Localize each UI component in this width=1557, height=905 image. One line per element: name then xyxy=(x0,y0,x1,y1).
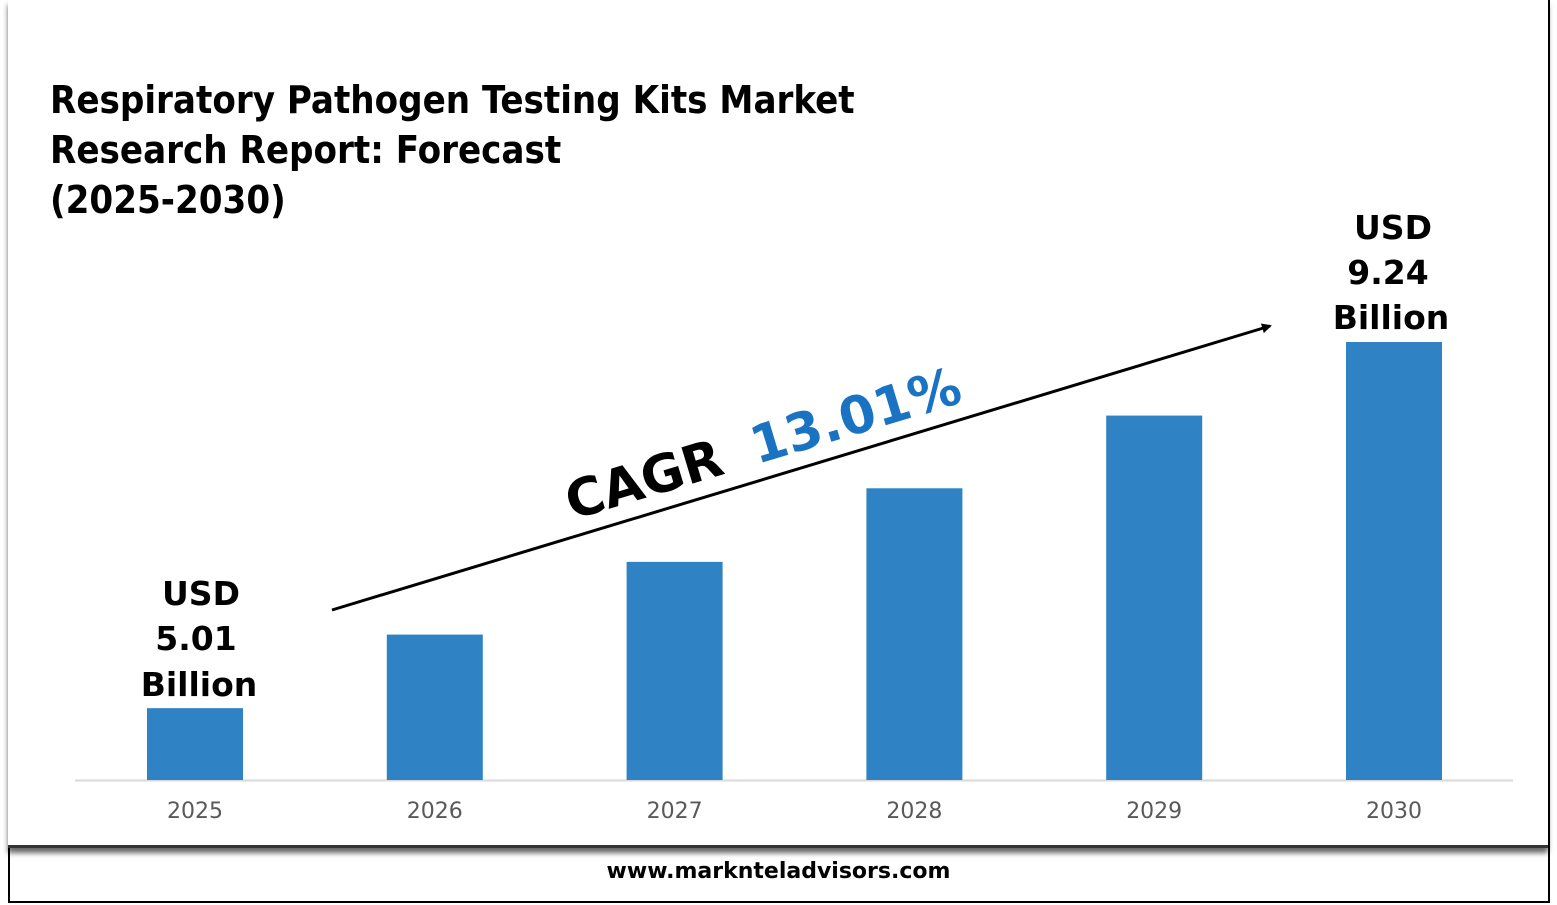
end-label-line-3: Billion xyxy=(1333,298,1450,337)
start-label-line-2: 5.01 xyxy=(155,619,236,658)
x-tick-label: 2030 xyxy=(1366,799,1422,824)
end-label-line-1: USD xyxy=(1354,208,1432,247)
x-tick-label: 2028 xyxy=(886,799,942,824)
x-tick-label: 2029 xyxy=(1126,799,1182,824)
x-tick-label: 2025 xyxy=(167,799,223,824)
x-tick-label: 2026 xyxy=(407,799,463,824)
chart-title-line-1: Respiratory Pathogen Testing Kits Market xyxy=(50,78,855,122)
end-label-line-2: 9.24 xyxy=(1347,253,1428,292)
bar-chart: Respiratory Pathogen Testing Kits Market… xyxy=(50,78,1513,824)
bar-2026 xyxy=(386,634,483,780)
footer-website: www.marknteladvisors.com xyxy=(606,859,951,884)
bars xyxy=(147,342,1442,780)
cagr-value: 13.01% xyxy=(743,357,968,477)
bar-2027 xyxy=(626,561,723,780)
start-label-line-3: Billion xyxy=(141,665,258,704)
bar-2025 xyxy=(147,708,243,780)
x-tick-label: 2027 xyxy=(647,799,703,824)
bar-2028 xyxy=(866,488,963,780)
end-value-label: USD 9.24 Billion xyxy=(1333,208,1450,337)
chart-title-line-2: Research Report: Forecast xyxy=(50,128,561,172)
x-tick-labels: 2025 2026 2027 2028 2029 2030 xyxy=(167,799,1422,824)
chart-panel xyxy=(8,0,1548,848)
bar-2030 xyxy=(1346,342,1442,780)
start-label-line-1: USD xyxy=(162,574,240,613)
chart-title-line-3: (2025-2030) xyxy=(50,178,286,222)
growth-arrow xyxy=(331,323,1272,612)
start-value-label: USD 5.01 Billion xyxy=(141,574,258,704)
bar-2029 xyxy=(1106,415,1203,780)
